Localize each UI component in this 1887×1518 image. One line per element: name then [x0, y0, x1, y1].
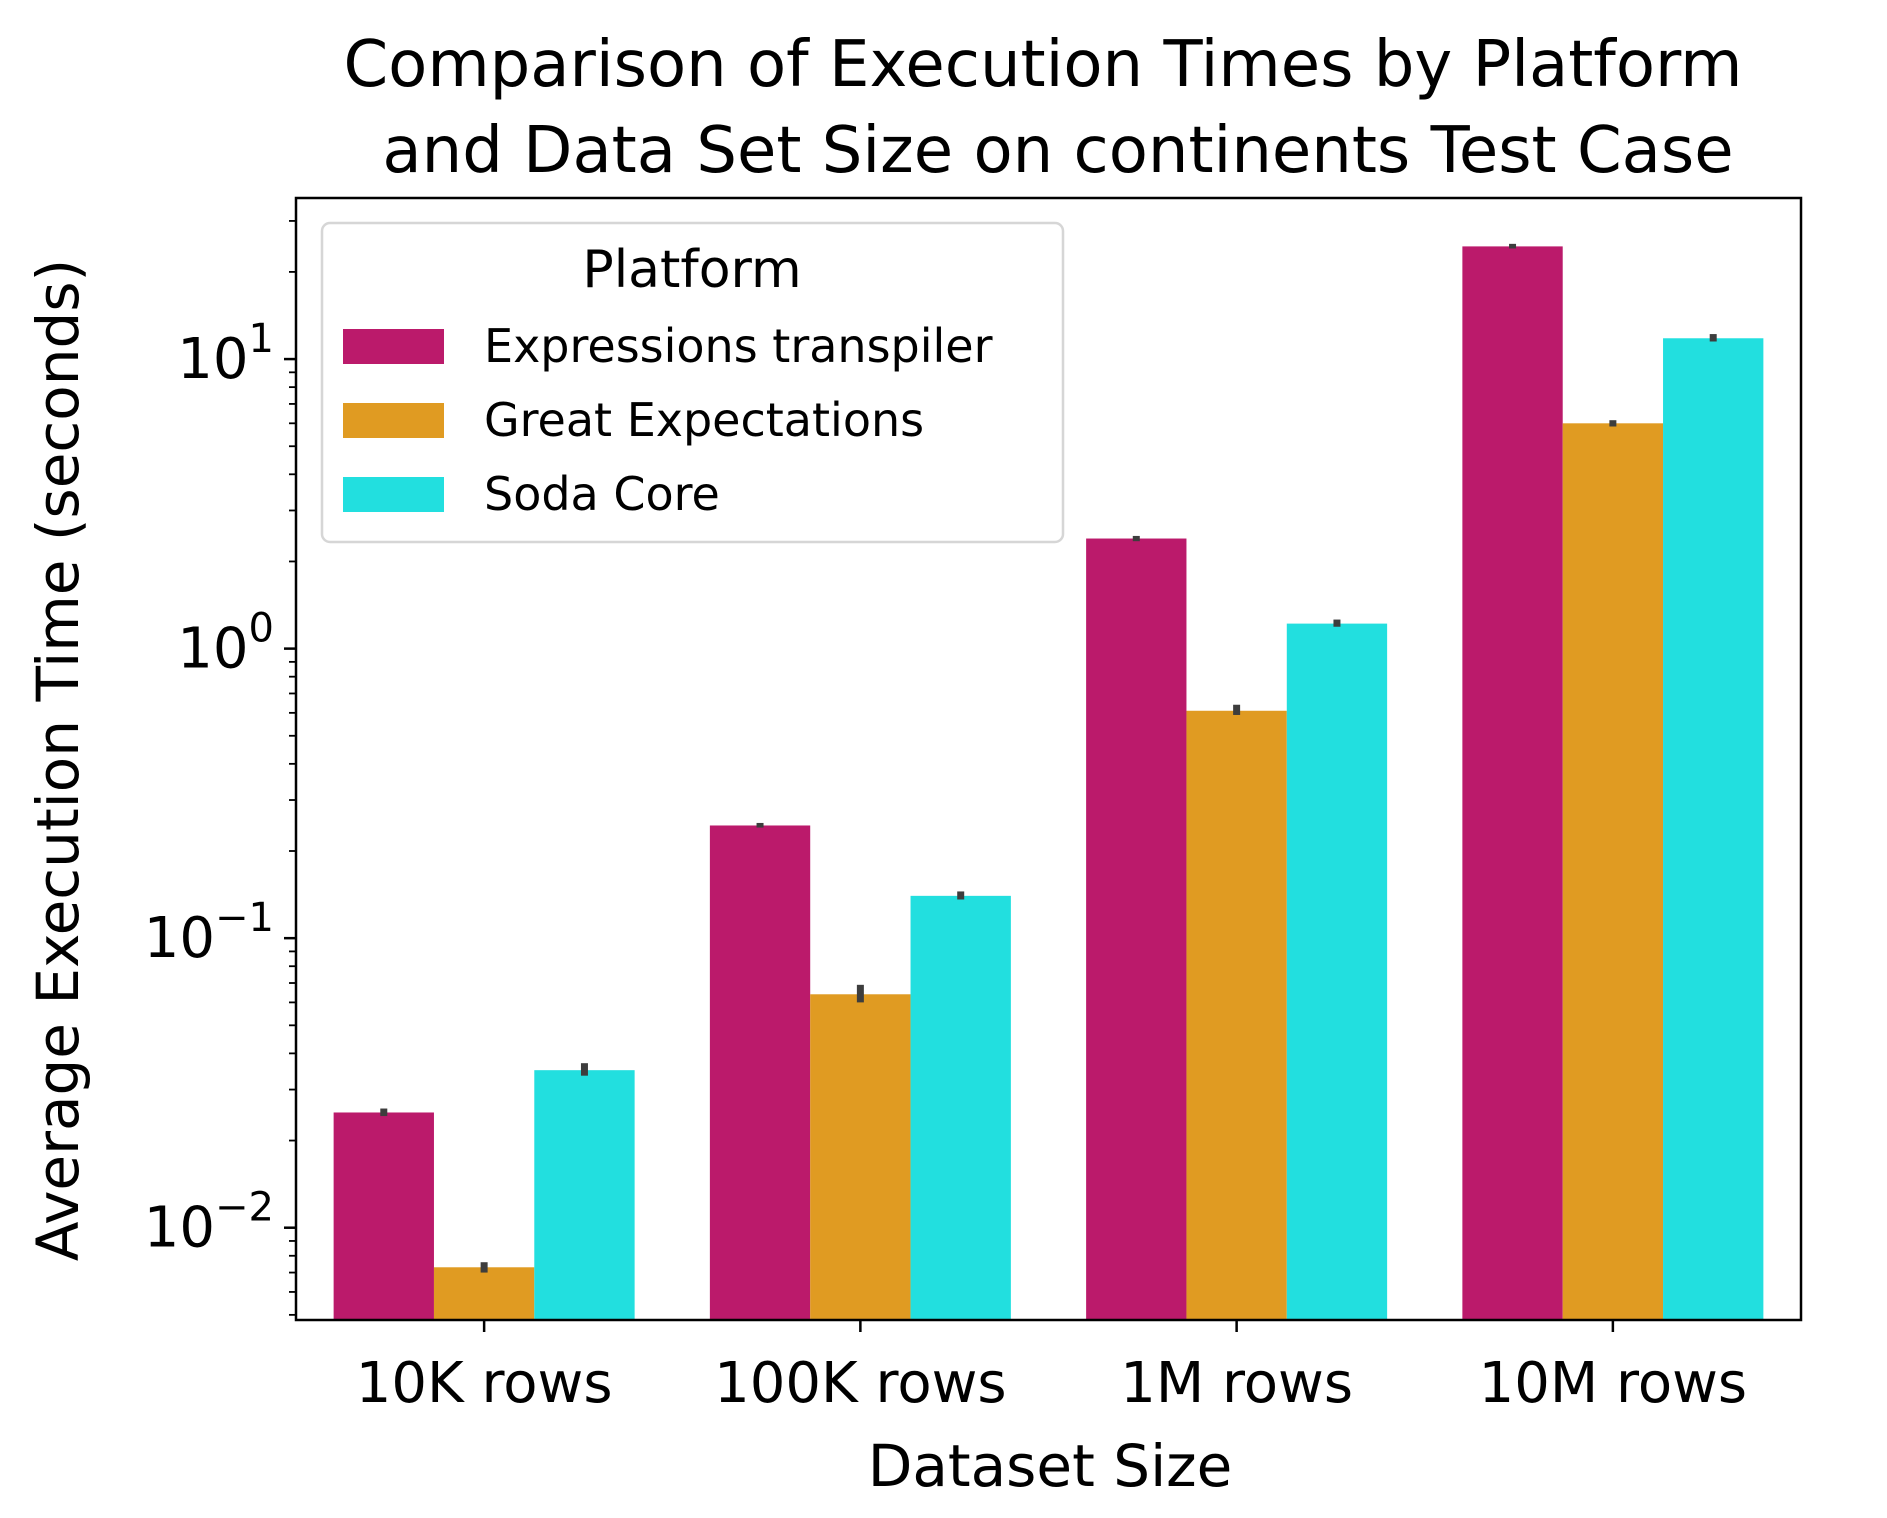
- legend-box: [320, 221, 1065, 544]
- plot-area-frame: [294, 196, 1803, 1322]
- bar: [1663, 338, 1764, 1320]
- legend-title: Platform: [582, 240, 801, 300]
- bar: [1286, 623, 1388, 1320]
- x-axis-label: Dataset Size: [868, 1432, 1233, 1500]
- legend-swatch: [343, 403, 444, 438]
- x-axis: 10K rows 100K rows 1M rows 10M rows: [356, 1320, 1747, 1416]
- y-axis: 10−2 10−1 100 101: [144, 220, 296, 1316]
- y-tick-label: 10−2: [144, 1185, 274, 1261]
- x-tick-label: 1M rows: [1120, 1351, 1353, 1416]
- x-tick-label: 100K rows: [714, 1351, 1006, 1416]
- bar: [333, 1112, 434, 1320]
- legend: Platform Expressions transpiler Great Exp…: [320, 221, 1065, 544]
- y-tick-label: 100: [177, 606, 274, 682]
- error-bars-layer: [380, 243, 1717, 1273]
- bar: [1186, 710, 1287, 1320]
- bar: [810, 994, 911, 1320]
- y-tick-label: 10−1: [144, 895, 274, 971]
- legend-swatch: [343, 477, 444, 512]
- legend-label: Soda Core: [484, 467, 720, 521]
- chart-title: Comparison of Execution Times by Platfor…: [343, 28, 1742, 188]
- y-axis-label: Average Execution Time (seconds): [24, 259, 92, 1261]
- bar: [534, 1070, 635, 1320]
- bars-layer: [333, 246, 1764, 1321]
- legend-label: Expressions transpiler: [484, 319, 993, 373]
- chart-title-line-1: Comparison of Execution Times by Platfor…: [343, 28, 1742, 102]
- bar: [433, 1267, 535, 1320]
- y-tick-label: 101: [177, 316, 274, 392]
- legend-swatch: [343, 329, 444, 364]
- bar: [1086, 538, 1187, 1320]
- bar: [1462, 246, 1563, 1320]
- bar: [910, 895, 1011, 1320]
- legend-label: Great Expectations: [484, 393, 924, 447]
- x-tick-label: 10M rows: [1479, 1351, 1747, 1416]
- x-tick-label: 10K rows: [356, 1351, 613, 1416]
- bar: [709, 825, 811, 1320]
- bar: [1562, 423, 1664, 1321]
- chart-title-line-2: and Data Set Size on continents Test Cas…: [382, 114, 1733, 188]
